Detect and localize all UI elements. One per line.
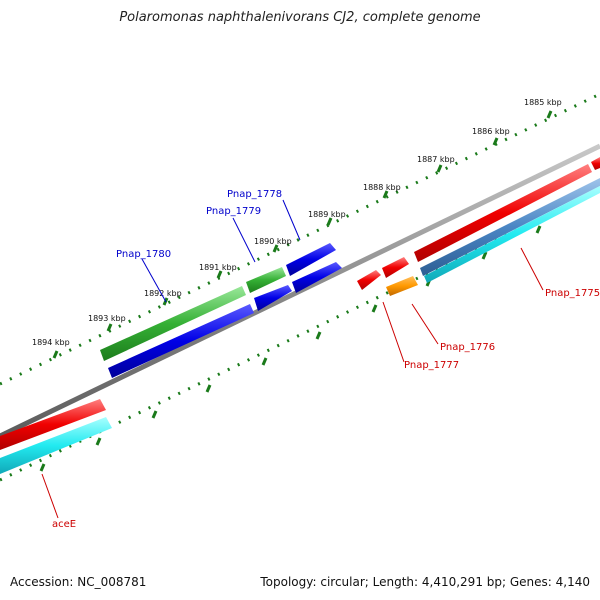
scale-label-1893: 1893 kbp <box>88 314 126 323</box>
inner-major-ticks <box>39 225 542 472</box>
gene-pnap-1780 <box>100 286 246 361</box>
gene-red-left <box>0 399 106 450</box>
scale-label-1890: 1890 kbp <box>254 237 292 246</box>
gene-pnap-1777 <box>357 270 381 290</box>
genome-title: Polaromonas naphthalenivorans CJ2, compl… <box>119 10 481 25</box>
outer-major-ticks <box>52 110 553 359</box>
gene-pnap-1775 <box>420 178 600 276</box>
gene-label-pnap-1779: Pnap_1779 <box>206 206 261 217</box>
leader-pnap-1778 <box>282 199 301 241</box>
scale-label-1894: 1894 kbp <box>32 338 70 347</box>
gene-acee <box>0 417 112 474</box>
gene-pnap-1776 <box>386 276 418 296</box>
gene-blue-lower-1 <box>108 304 254 378</box>
gene-label-pnap-1780: Pnap_1780 <box>116 249 171 260</box>
gene-blue-lower-3 <box>292 262 342 293</box>
leader-pnap-1775 <box>520 247 544 291</box>
gene-red-edge <box>591 157 600 170</box>
scale-label-1887: 1887 kbp <box>417 155 455 164</box>
scale-label-1889: 1889 kbp <box>308 210 346 219</box>
gene-blue-lower-2 <box>254 285 292 311</box>
leader-pnap-1779 <box>232 217 256 263</box>
scale-label-1891: 1891 kbp <box>199 263 237 272</box>
genome-summary-text: Topology: circular; Length: 4,410,291 bp… <box>260 575 590 589</box>
outer-scale-dots <box>0 92 600 386</box>
gene-label-pnap-1778: Pnap_1778 <box>227 189 282 200</box>
gene-label-pnap-1777: Pnap_1777 <box>404 360 459 371</box>
leader-pnap-1780 <box>141 258 167 303</box>
leader-acee <box>41 473 59 519</box>
gene-red-long <box>414 164 592 262</box>
scale-label-1885: 1885 kbp <box>524 98 562 107</box>
scale-label-1892: 1892 kbp <box>144 289 182 298</box>
leader-pnap-1777 <box>382 301 405 363</box>
leader-pnap-1776 <box>411 303 439 345</box>
accession-text: Accession: NC_008781 <box>10 575 147 589</box>
gene-label-pnap-1775: Pnap_1775 <box>545 288 600 299</box>
gene-red-small <box>382 257 409 278</box>
scale-label-1886: 1886 kbp <box>472 127 510 136</box>
gene-pnap-1779 <box>246 267 286 293</box>
gene-pnap-1778 <box>286 243 336 276</box>
genome-backbone <box>0 143 600 439</box>
gene-cyan-right <box>424 186 600 283</box>
gene-label-pnap-1776: Pnap_1776 <box>440 342 495 353</box>
scale-label-1888: 1888 kbp <box>363 183 401 192</box>
gene-label-acee: aceE <box>52 519 76 530</box>
